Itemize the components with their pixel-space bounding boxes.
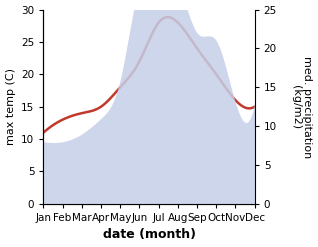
X-axis label: date (month): date (month)	[102, 228, 196, 242]
Y-axis label: med. precipitation
(kg/m2): med. precipitation (kg/m2)	[291, 56, 313, 158]
Y-axis label: max temp (C): max temp (C)	[5, 68, 16, 145]
